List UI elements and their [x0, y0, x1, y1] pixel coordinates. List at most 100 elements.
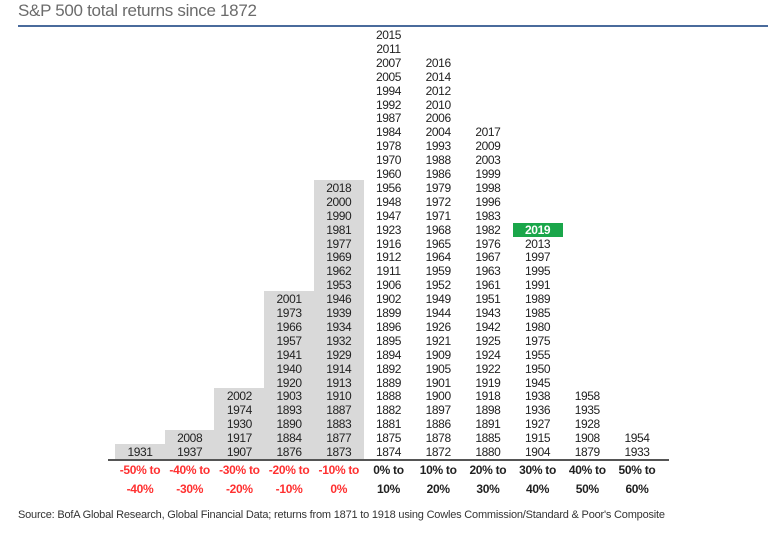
year-label: 1942 — [475, 319, 501, 334]
bin-label-line1: -40% to — [169, 463, 210, 477]
year-label: 1981 — [326, 222, 352, 237]
year-label: 1873 — [326, 445, 352, 459]
year-label: 1879 — [574, 445, 601, 459]
year-label: 2010 — [425, 97, 452, 112]
year-label: 1915 — [525, 431, 551, 446]
bin-label-line1: -20% to — [268, 463, 310, 477]
bin-label-line1: -50% to — [119, 463, 161, 477]
bin-label-line2: -10% — [275, 482, 303, 496]
year-label: 1931 — [127, 445, 153, 459]
year-label: 1963 — [475, 264, 501, 279]
year-label: 2018 — [326, 180, 352, 195]
year-label: 1887 — [326, 403, 352, 418]
bin-label-line2: 30% — [476, 482, 500, 496]
year-label: 1929 — [326, 347, 352, 362]
bin-label-line1: 20% to — [469, 463, 507, 477]
year-label: 1982 — [475, 222, 501, 237]
bin-label-line1: 0% to — [373, 463, 404, 477]
year-label: 1993 — [425, 139, 452, 154]
year-label: 2004 — [425, 125, 452, 140]
year-label: 2009 — [475, 139, 501, 154]
year-label: 1916 — [375, 236, 402, 251]
year-label: 1894 — [375, 347, 402, 362]
year-label: 1924 — [475, 347, 501, 362]
bin-label-line2: 50% — [575, 482, 599, 496]
year-label: 1893 — [276, 403, 303, 418]
year-label: 1914 — [326, 361, 352, 376]
year-label: 2014 — [425, 69, 452, 84]
year-label: 1877 — [326, 431, 352, 446]
year-label: 1921 — [425, 333, 452, 348]
year-label: 1992 — [375, 97, 402, 112]
year-label: 1918 — [475, 389, 501, 404]
year-label: 1985 — [525, 306, 551, 320]
year-label: 1958 — [574, 389, 601, 404]
year-label: 1892 — [375, 361, 402, 376]
year-label: 1910 — [326, 389, 352, 404]
year-label: 1959 — [425, 264, 452, 279]
year-label: 2003 — [475, 153, 501, 168]
year-label: 1895 — [375, 333, 402, 348]
year-label: 1891 — [475, 417, 501, 432]
year-label: 1964 — [425, 250, 452, 265]
year-label: 2006 — [425, 111, 452, 126]
year-label: 1980 — [525, 319, 551, 334]
year-label: 1884 — [276, 431, 303, 446]
year-label: 1988 — [425, 153, 452, 168]
chart-subtitle: S&P 500 total returns since 1872 — [18, 1, 257, 20]
year-label: 1890 — [276, 417, 303, 432]
negative-bin-fill — [115, 444, 165, 460]
year-label: 1902 — [375, 292, 402, 307]
year-label: 1882 — [375, 403, 402, 418]
year-label: 1922 — [475, 361, 501, 376]
year-label: 1928 — [574, 417, 601, 432]
year-label: 1913 — [326, 375, 352, 390]
year-label: 2012 — [425, 83, 452, 98]
header-rule — [18, 25, 768, 27]
year-label: 1970 — [375, 153, 402, 168]
year-label: 1945 — [525, 375, 551, 390]
year-label: 1969 — [326, 250, 352, 265]
year-label: 1960 — [375, 167, 402, 181]
year-label: 1874 — [375, 445, 402, 459]
year-label: 2002 — [226, 389, 253, 404]
year-label: 1908 — [574, 431, 601, 446]
year-label: 1990 — [326, 208, 352, 223]
year-label: 1952 — [425, 278, 452, 293]
year-label: 1920 — [276, 375, 303, 390]
year-label: 1872 — [425, 445, 452, 459]
year-label: 1927 — [525, 417, 551, 432]
year-label: 1948 — [375, 194, 402, 209]
year-label: 1977 — [326, 236, 352, 251]
year-label: 1978 — [375, 139, 402, 154]
bin-label-line1: -10% to — [318, 463, 360, 477]
year-label: 1883 — [326, 417, 352, 432]
year-label: 1999 — [475, 167, 501, 181]
year-label: 1968 — [425, 222, 452, 237]
year-label: 1941 — [276, 347, 303, 362]
negative-bin-fill — [214, 388, 265, 460]
year-label: 1925 — [475, 333, 501, 348]
year-label: 2001 — [276, 292, 303, 307]
bin-label-line2: 0% — [330, 482, 348, 496]
year-label: 1962 — [326, 264, 352, 279]
year-label: 1949 — [425, 292, 452, 307]
year-label: 1934 — [326, 319, 352, 334]
year-label: 1886 — [425, 417, 452, 432]
year-label: 1984 — [375, 125, 402, 140]
negative-bin-fill — [313, 179, 364, 460]
year-label: 1911 — [376, 264, 401, 279]
year-label: 1955 — [525, 347, 551, 362]
year-label: 1933 — [624, 445, 650, 459]
year-label: 1967 — [475, 250, 501, 265]
year-label: 1903 — [276, 389, 303, 404]
year-label: 1979 — [425, 180, 452, 195]
highlighted-year-label: 2019 — [512, 222, 563, 237]
negative-bin-fill — [164, 430, 215, 460]
year-label: 1909 — [425, 347, 452, 362]
year-label: 1989 — [525, 292, 551, 307]
year-label: 1957 — [276, 333, 303, 348]
year-label: 1888 — [375, 389, 402, 404]
year-label: 1954 — [624, 431, 650, 446]
bin-label-line1: -30% to — [219, 463, 260, 477]
